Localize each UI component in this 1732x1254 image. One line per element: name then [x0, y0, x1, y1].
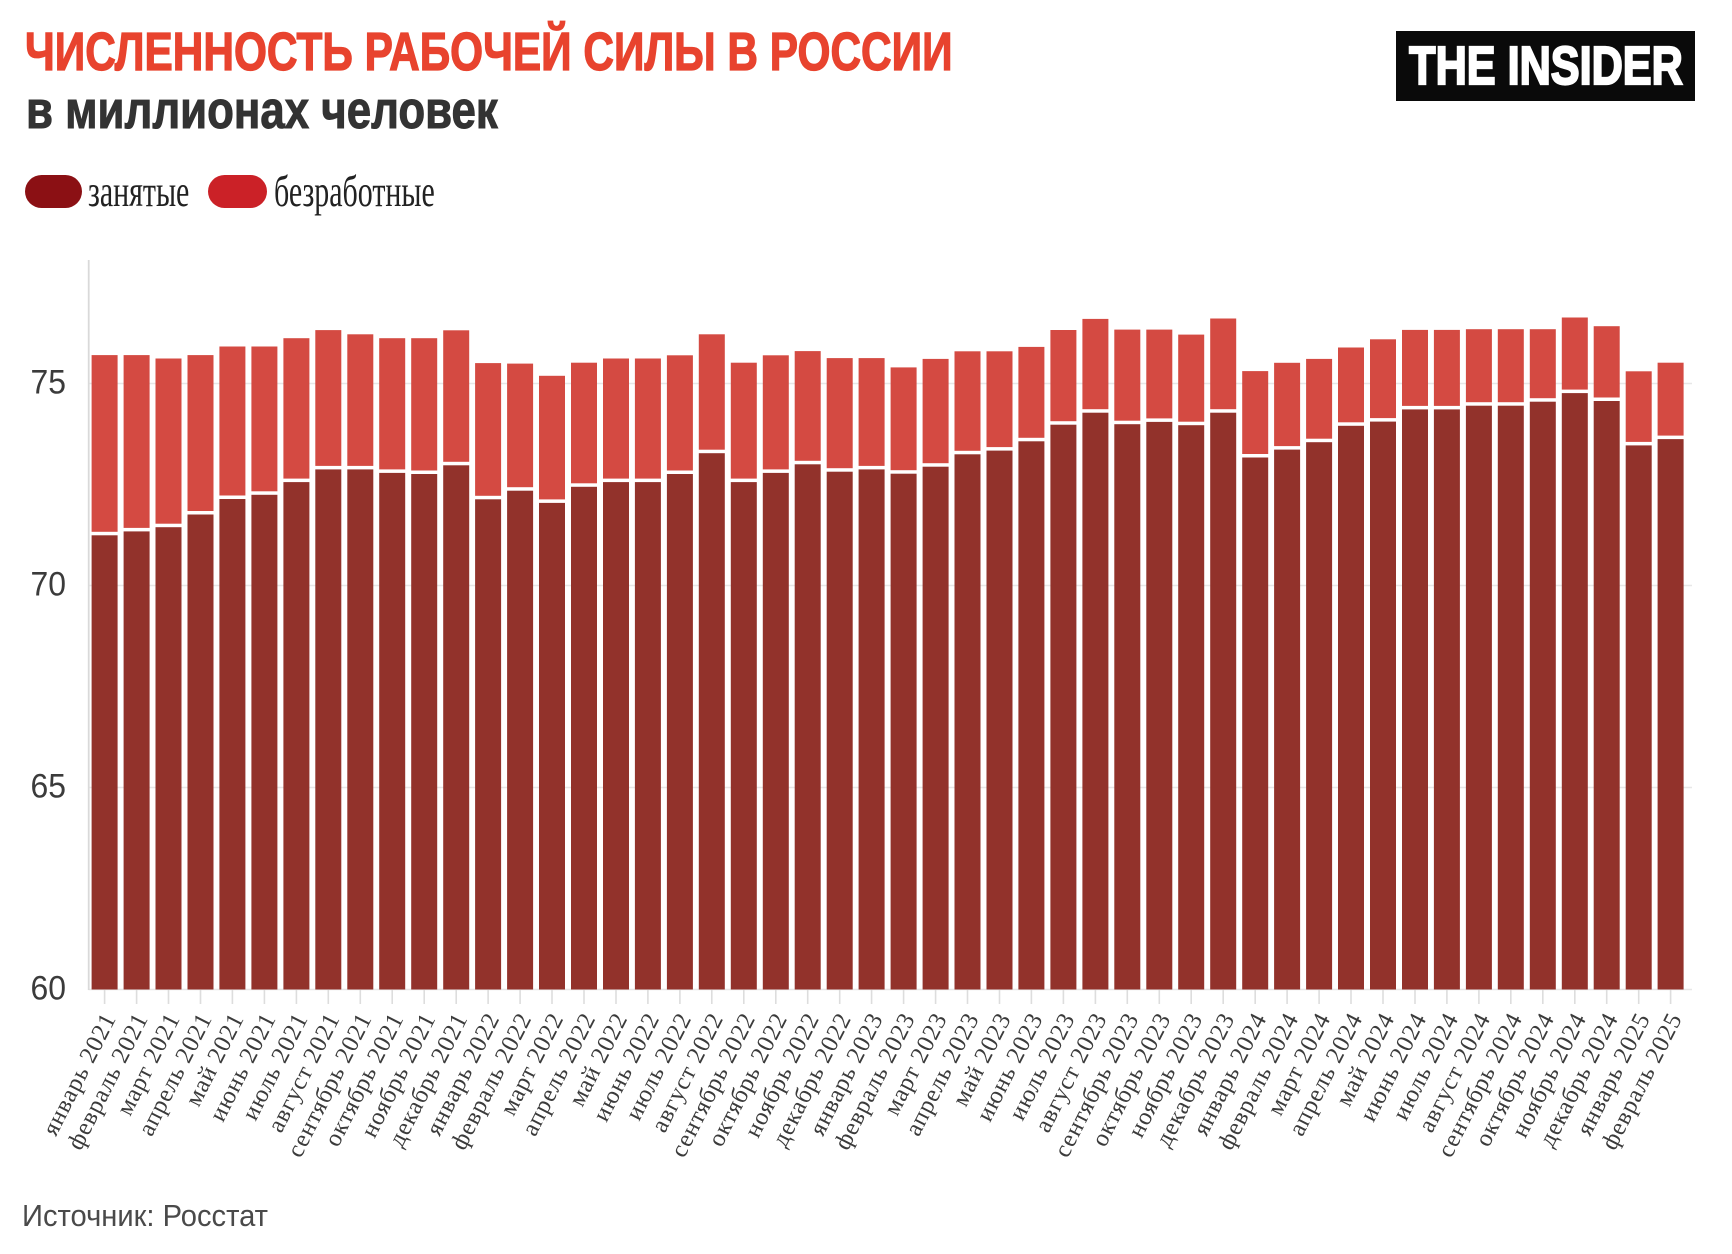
svg-text:65: 65 — [31, 767, 67, 805]
svg-text:75: 75 — [31, 363, 67, 401]
svg-text:60: 60 — [31, 969, 67, 1007]
svg-text:70: 70 — [31, 565, 67, 603]
